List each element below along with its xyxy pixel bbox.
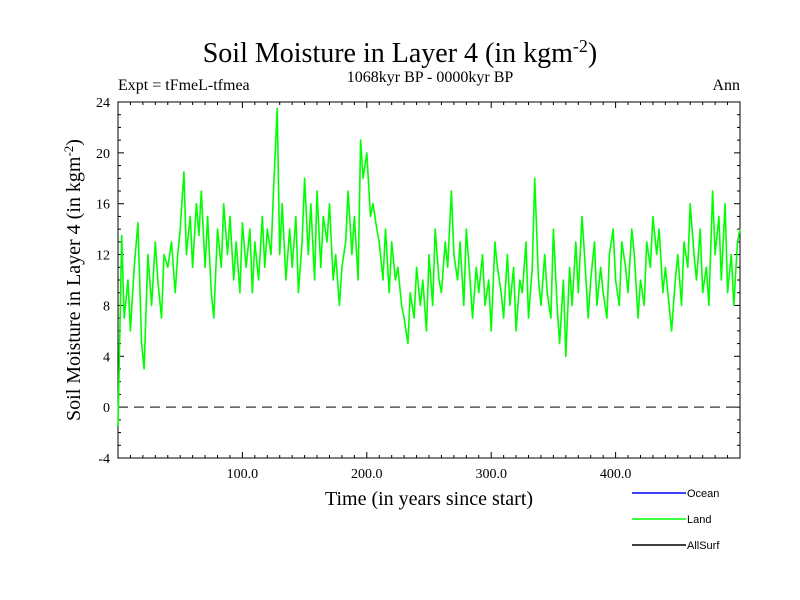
chart-title: Soil Moisture in Layer 4 (in kgm-2) — [203, 36, 598, 69]
x-axis: 100.0 200.0 300.0 400.0 — [129, 102, 729, 482]
legend-label-land: Land — [687, 514, 711, 526]
legend-label-allsurf: AllSurf — [687, 540, 720, 552]
x-tick-label: 400.0 — [600, 467, 632, 482]
legend: Ocean Land AllSurf — [632, 488, 720, 552]
y-tick-label: 0 — [103, 401, 110, 416]
land-series-line — [117, 107, 741, 427]
y-axis-label: Soil Moisture in Layer 4 (in kgm-2) — [61, 139, 86, 421]
y-tick-label: 24 — [96, 96, 110, 111]
x-tick-label: 200.0 — [351, 467, 383, 482]
legend-label-ocean: Ocean — [687, 488, 719, 500]
chart-subtitle: 1068kyr BP - 0000kyr BP — [347, 69, 514, 86]
y-tick-label: 16 — [96, 198, 110, 213]
x-tick-label: 300.0 — [475, 467, 507, 482]
y-tick-label: 4 — [103, 350, 110, 365]
y-axis-label-main: Soil Moisture in Layer 4 (in kgm — [63, 156, 85, 421]
season-label: Ann — [712, 77, 740, 94]
y-axis: -4 0 4 8 12 16 20 24 — [96, 96, 740, 467]
expt-label: Expt = tFmeL-tfmea — [118, 77, 250, 94]
y-tick-label: -4 — [98, 452, 110, 467]
y-axis-label-sup: -2 — [61, 146, 76, 157]
y-axis-label-close: ) — [63, 139, 85, 146]
x-axis-label: Time (in years since start) — [325, 488, 533, 510]
y-tick-label: 12 — [96, 249, 110, 264]
chart-title-sup: -2 — [573, 36, 588, 56]
x-tick-label: 100.0 — [227, 467, 259, 482]
chart-title-close: ) — [588, 38, 597, 69]
chart-title-main: Soil Moisture in Layer 4 (in kgm — [203, 38, 573, 69]
y-tick-label: 20 — [96, 147, 110, 162]
y-tick-label: 8 — [103, 299, 110, 314]
